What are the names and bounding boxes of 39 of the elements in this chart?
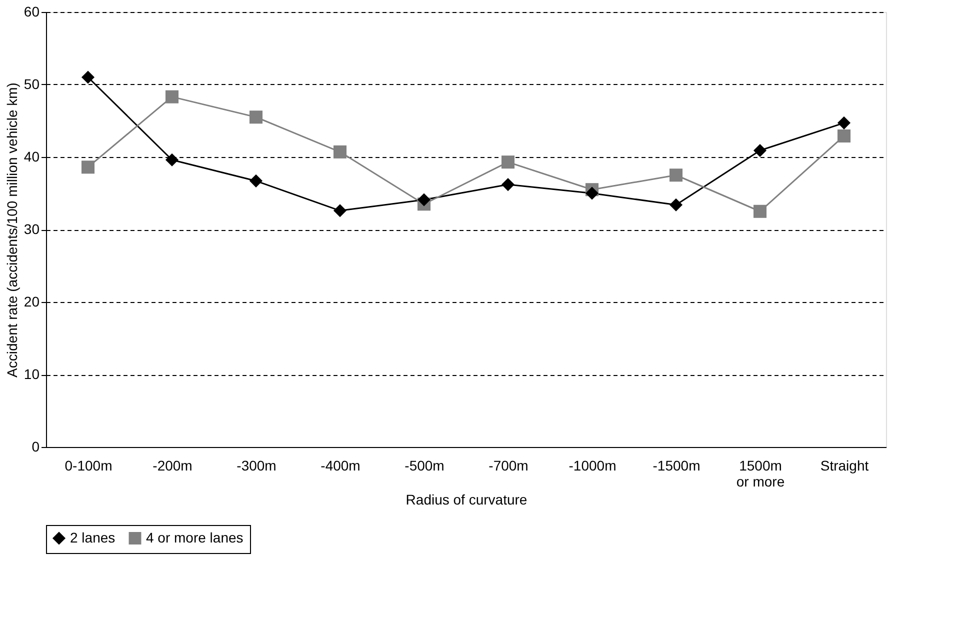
y-tick-label: 60 bbox=[24, 4, 40, 20]
x-tick-label: -300m bbox=[236, 458, 276, 474]
point bbox=[165, 153, 179, 166]
x-tick-label: 0-100m bbox=[64, 458, 112, 474]
point bbox=[165, 90, 179, 104]
point bbox=[669, 198, 683, 212]
point bbox=[753, 204, 767, 218]
point bbox=[501, 156, 515, 169]
point bbox=[753, 144, 767, 157]
x-tick-label: -400m bbox=[320, 458, 360, 474]
point bbox=[81, 70, 95, 84]
y-axis-title: Accident rate (accidents/100 million vehicle km) bbox=[4, 82, 20, 378]
point bbox=[249, 110, 263, 124]
y-tick-label: 0 bbox=[32, 438, 40, 454]
x-tick-label: -700m bbox=[488, 458, 528, 474]
x-axis-title: Radius of curvature bbox=[406, 492, 528, 508]
point bbox=[669, 168, 683, 182]
point bbox=[249, 174, 263, 188]
point bbox=[585, 186, 599, 200]
y-tick-label: 20 bbox=[24, 294, 40, 310]
y-tick-label: 10 bbox=[24, 366, 40, 382]
point bbox=[501, 178, 515, 192]
point bbox=[81, 160, 95, 174]
y-tick-label: 40 bbox=[24, 148, 40, 164]
y-tick-label: 50 bbox=[24, 76, 40, 92]
x-tick-label: 1500m or more bbox=[736, 458, 785, 490]
x-tick-label: -200m bbox=[152, 458, 192, 474]
point bbox=[837, 129, 851, 142]
legend-label: 4 or more lanes bbox=[146, 529, 244, 546]
point bbox=[333, 204, 347, 218]
y-tick-label: 30 bbox=[24, 221, 40, 237]
x-tick-label: -500m bbox=[404, 458, 444, 474]
point bbox=[417, 193, 431, 206]
x-tick-label: Straight bbox=[820, 458, 869, 474]
x-tick-label: -1000m bbox=[568, 458, 616, 474]
point bbox=[837, 116, 851, 130]
legend-label: 2 lanes bbox=[70, 529, 116, 546]
point bbox=[333, 145, 347, 158]
x-tick-label: -1500m bbox=[652, 458, 700, 474]
